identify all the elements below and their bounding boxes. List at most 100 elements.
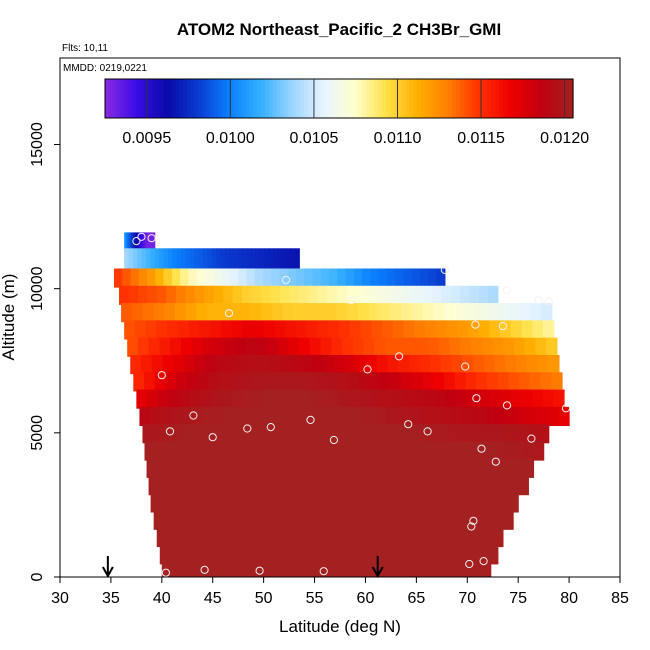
heatmap-cell xyxy=(435,320,447,340)
heatmap-cell xyxy=(422,303,434,323)
heatmap-cell xyxy=(318,562,327,578)
heatmap-cell xyxy=(122,268,132,288)
heatmap-cell xyxy=(343,406,355,427)
heatmap-cell xyxy=(393,441,405,461)
observation-point xyxy=(161,568,170,577)
heatmap-cell xyxy=(516,354,528,375)
heatmap-cell xyxy=(466,562,475,578)
heatmap-cell xyxy=(329,268,338,288)
heatmap-cell xyxy=(301,458,312,478)
heatmap-cell xyxy=(390,303,402,323)
heatmap-cell xyxy=(355,285,366,305)
heatmap-cell xyxy=(497,372,509,392)
heatmap-cell xyxy=(401,303,413,323)
colorbar-swatch xyxy=(151,79,157,118)
x-tick-label: 45 xyxy=(204,590,222,607)
heatmap-cell xyxy=(422,285,433,305)
heatmap-cell xyxy=(433,562,442,578)
heatmap-cell xyxy=(362,268,372,288)
latitude-arrow xyxy=(371,556,384,579)
heatmap-cell xyxy=(250,303,262,323)
heatmap-cell xyxy=(270,285,281,305)
heatmap-cell xyxy=(390,372,402,392)
heatmap-cell xyxy=(131,232,133,252)
heatmap-cell xyxy=(207,510,218,530)
heatmap-cell xyxy=(296,320,308,340)
heatmap-cell xyxy=(490,493,501,513)
heatmap-cell xyxy=(359,562,368,578)
heatmap-cell xyxy=(436,268,446,288)
colorbar-swatch xyxy=(518,79,523,118)
colorbar-swatch xyxy=(424,79,430,118)
heatmap-cell xyxy=(235,545,245,565)
heatmap-cell xyxy=(202,562,212,578)
heatmap-cell xyxy=(526,406,538,427)
heatmap-cell xyxy=(262,268,272,288)
heatmap-cell xyxy=(518,476,529,496)
heatmap-cell xyxy=(272,372,284,392)
heatmap-cell xyxy=(202,337,214,357)
heatmap-cell xyxy=(393,285,404,305)
colorbar-swatch xyxy=(530,79,535,118)
heatmap-cell xyxy=(508,493,519,513)
heatmap-cell xyxy=(411,372,424,392)
heatmap-cell xyxy=(449,337,461,357)
heatmap-cell xyxy=(412,285,423,305)
heatmap-cell xyxy=(423,441,435,461)
heatmap-cell xyxy=(194,248,200,271)
heatmap-cell xyxy=(416,527,426,548)
colorbar-swatch xyxy=(144,79,149,118)
heatmap-cell xyxy=(182,527,192,548)
heatmap-cell xyxy=(261,372,274,392)
heatmap-cell xyxy=(166,285,177,305)
heatmap-cell xyxy=(175,458,186,478)
latitude-arrows xyxy=(101,556,384,579)
heatmap-cell xyxy=(198,248,204,271)
heatmap-cell xyxy=(168,389,180,409)
heatmap-cell xyxy=(232,389,244,409)
heatmap-cell xyxy=(489,389,501,409)
colorbar-swatch xyxy=(545,79,551,118)
heatmap-cell xyxy=(311,545,321,565)
heatmap-cell xyxy=(296,389,309,409)
heatmap-cell xyxy=(216,248,222,271)
heatmap-cell xyxy=(279,510,290,530)
heatmap-cell xyxy=(405,510,415,530)
heatmap-cell xyxy=(154,372,167,392)
heatmap-cell xyxy=(139,406,151,427)
heatmap-cell xyxy=(342,337,354,357)
heatmap-cell xyxy=(521,320,533,340)
heatmap-cell xyxy=(364,527,374,548)
heatmap-cell xyxy=(490,476,501,496)
heatmap-cell xyxy=(188,268,198,288)
heatmap-cell xyxy=(238,268,247,288)
heatmap-cell xyxy=(134,320,147,340)
heatmap-cell xyxy=(153,510,164,530)
heatmap-cell xyxy=(329,527,340,548)
colorbar-swatch xyxy=(537,79,543,118)
heatmap-cell xyxy=(124,248,130,271)
heatmap-cell xyxy=(233,458,244,478)
heatmap-cell xyxy=(465,372,477,392)
heatmap-cell xyxy=(220,320,233,340)
heatmap-cell xyxy=(335,424,347,444)
heatmap-cell xyxy=(471,476,482,496)
heatmap-cell xyxy=(227,545,237,565)
heatmap-cell xyxy=(428,268,438,288)
heatmap-cell xyxy=(186,476,197,496)
observation-point xyxy=(319,567,328,576)
heatmap-cell xyxy=(184,441,195,461)
colorbar-swatch xyxy=(483,79,488,118)
heatmap-cell xyxy=(243,527,253,548)
heatmap-cell xyxy=(366,476,378,496)
heatmap-cell xyxy=(457,320,469,340)
heatmap-cell xyxy=(234,441,245,461)
heatmap-cell xyxy=(446,320,458,340)
heatmap-cell xyxy=(199,320,211,340)
heatmap-cell xyxy=(133,372,145,392)
heatmap-cell xyxy=(179,389,191,409)
heatmap-cell xyxy=(543,320,555,340)
heatmap-cell xyxy=(345,424,357,444)
heatmap-cell xyxy=(368,303,381,323)
heatmap-cell xyxy=(454,372,467,392)
